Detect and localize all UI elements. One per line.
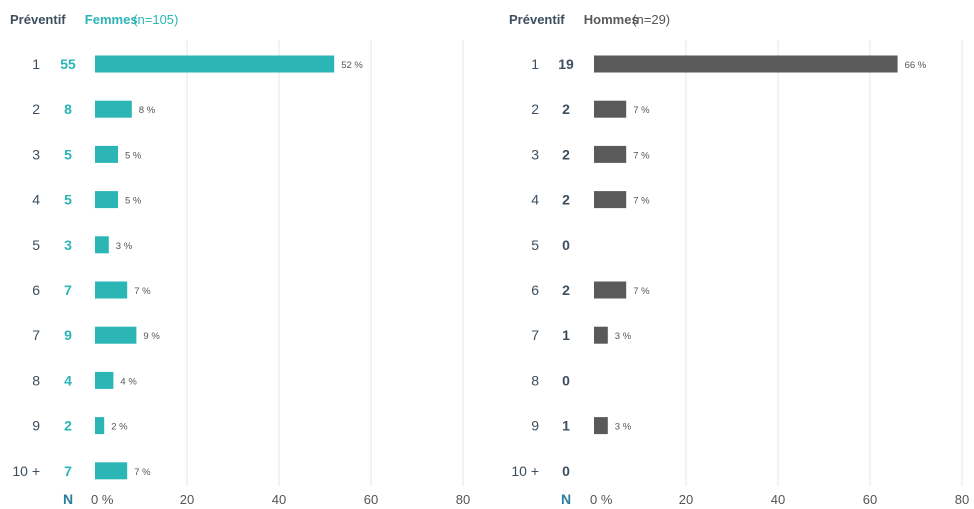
category-label: 3 [531,146,539,162]
value-label: 52 % [341,60,363,71]
category-label: 7 [32,327,40,343]
count-label: 0 [562,237,570,253]
x-tick-label: 80 [456,492,470,507]
count-label: 2 [562,192,570,208]
panel-group-label: Hommes [584,12,639,27]
category-label: 4 [531,192,539,208]
bar [594,417,608,435]
value-label: 4 % [120,376,137,387]
bar [95,281,128,299]
category-label: 6 [531,282,539,298]
category-label: 10 + [511,463,539,479]
category-label: 1 [531,56,539,72]
x-tick-label: 60 [863,492,877,507]
value-label: 5 % [125,196,142,207]
x-tick-label: 40 [272,492,286,507]
category-label: 8 [531,372,539,388]
bar [95,417,105,435]
value-label: 3 % [615,331,632,342]
x-tick-label: 80 [955,492,969,507]
count-label: 2 [562,101,570,117]
value-label: 7 % [633,105,650,116]
count-label: 0 [562,372,570,388]
value-label: 7 % [633,150,650,161]
x-tick-label: 0 % [91,492,114,507]
value-label: 7 % [134,467,151,478]
count-label: 8 [64,101,72,117]
count-label: 7 [64,463,72,479]
x-tick-label: 0 % [590,492,613,507]
bar [95,236,109,254]
count-label: 5 [64,192,72,208]
value-label: 5 % [125,150,142,161]
count-label: 3 [64,237,72,253]
value-label: 2 % [111,422,128,433]
count-label: 1 [562,327,570,343]
bar [594,145,627,163]
bar [95,462,128,480]
count-label: 0 [562,463,570,479]
panel-n-text: (n=29) [632,12,670,27]
category-label: 1 [32,56,40,72]
count-label: 55 [60,56,76,72]
bar [95,145,118,163]
count-label: 7 [64,282,72,298]
panel-header-label: Préventif [10,12,66,27]
bar [95,191,118,209]
category-label: 5 [32,237,40,253]
category-label: 10 + [12,463,40,479]
x-tick-label: 20 [679,492,693,507]
value-label: 7 % [633,286,650,297]
count-label: 2 [562,282,570,298]
panel-n-text: (n=105) [133,12,178,27]
value-label: 66 % [905,60,927,71]
category-label: 7 [531,327,539,343]
bar [594,281,627,299]
category-label: 5 [531,237,539,253]
bar [594,100,627,118]
count-label: 1 [562,418,570,434]
count-label: 2 [64,418,72,434]
category-label: 9 [32,418,40,434]
category-label: 4 [32,192,40,208]
count-label: 4 [64,372,72,388]
n-axis-label: N [561,491,571,507]
bar [95,371,114,389]
bar [594,55,898,73]
category-label: 2 [531,101,539,117]
panel-header-label: Préventif [509,12,565,27]
bar [95,326,137,344]
category-label: 8 [32,372,40,388]
value-label: 3 % [615,422,632,433]
bar [594,326,608,344]
count-label: 9 [64,327,72,343]
x-tick-label: 20 [180,492,194,507]
category-label: 9 [531,418,539,434]
bar [594,191,627,209]
category-label: 6 [32,282,40,298]
value-label: 7 % [134,286,151,297]
panel-group-label: Femmes [85,12,138,27]
count-label: 19 [558,56,574,72]
x-tick-label: 40 [771,492,785,507]
bar [95,100,132,118]
value-label: 7 % [633,196,650,207]
value-label: 3 % [116,241,133,252]
n-axis-label: N [63,491,73,507]
category-label: 2 [32,101,40,117]
category-label: 3 [32,146,40,162]
value-label: 9 % [143,331,160,342]
bar [95,55,335,73]
x-tick-label: 60 [364,492,378,507]
count-label: 2 [562,146,570,162]
value-label: 8 % [139,105,156,116]
count-label: 5 [64,146,72,162]
